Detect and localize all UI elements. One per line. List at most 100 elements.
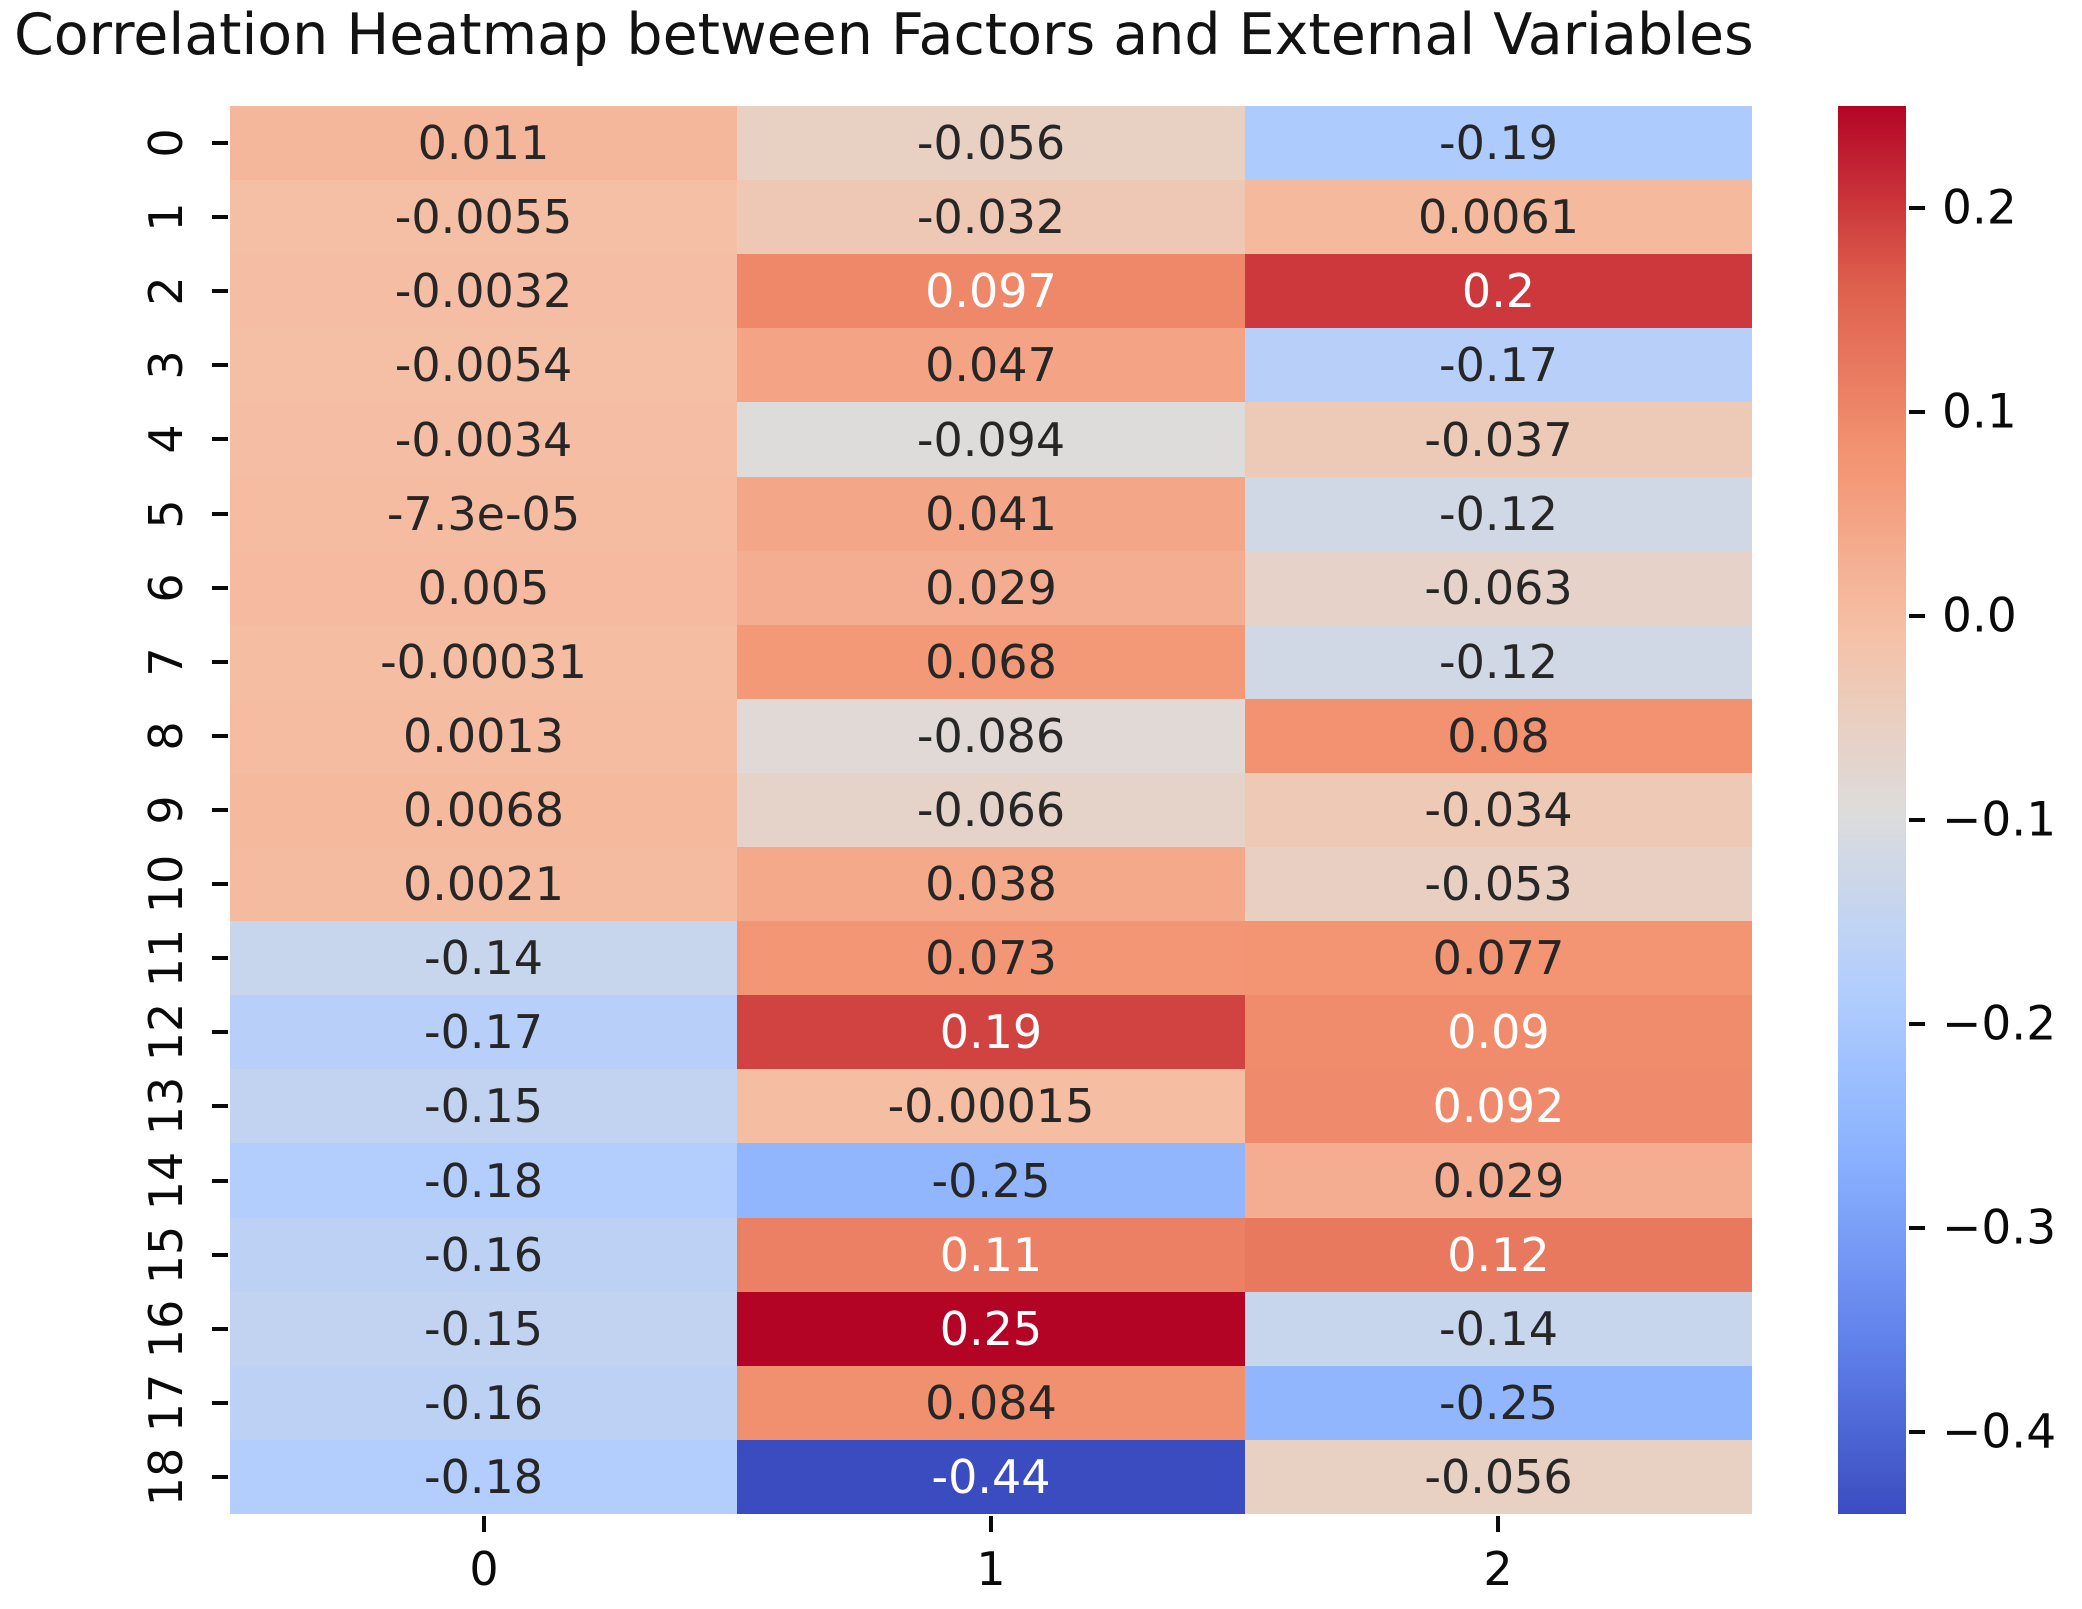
y-tick-label: 15: [139, 1225, 193, 1285]
heatmap-cell: -0.00031: [230, 625, 737, 699]
heatmap-cell: -0.037: [1245, 402, 1752, 477]
heatmap-cell: -0.063: [1245, 551, 1752, 625]
y-tick-mark: [212, 1104, 228, 1108]
x-tick-label: 1: [976, 1542, 1006, 1596]
y-tick-label: 16: [139, 1299, 193, 1359]
colorbar-tick-label: 0.0: [1942, 588, 2017, 644]
heatmap-cell: -0.17: [1245, 328, 1752, 402]
y-tick-mark: [212, 1179, 228, 1183]
heatmap-cell: 0.0013: [230, 699, 737, 773]
y-tick-mark: [212, 512, 228, 516]
y-tick-label: 3: [139, 350, 193, 380]
y-tick-label: 7: [139, 647, 193, 677]
heatmap-cell: -0.15: [230, 1069, 737, 1143]
colorbar-tick-label: −0.3: [1942, 1200, 2057, 1256]
y-tick-mark: [212, 586, 228, 590]
y-tick-label: 18: [139, 1447, 193, 1507]
heatmap-cell: -0.19: [1245, 106, 1752, 180]
heatmap-cell: -0.15: [230, 1292, 737, 1366]
y-tick-label: 1: [139, 202, 193, 232]
heatmap-cell: -0.18: [230, 1143, 737, 1218]
heatmap-cell: -0.094: [737, 402, 1245, 477]
colorbar-tick-label: 0.2: [1942, 180, 2017, 236]
heatmap-cell: 0.09: [1245, 995, 1752, 1069]
heatmap-cell: -0.18: [230, 1440, 737, 1514]
y-tick-mark: [212, 215, 228, 219]
heatmap-cell: -0.12: [1245, 477, 1752, 551]
heatmap-cell: 0.25: [737, 1292, 1245, 1366]
colorbar-tick-label: 0.1: [1942, 384, 2017, 440]
heatmap-cell: -0.056: [1245, 1440, 1752, 1514]
heatmap-cell: 0.038: [737, 847, 1245, 921]
y-tick-label: 0: [139, 128, 193, 158]
heatmap-cell: 0.047: [737, 328, 1245, 402]
colorbar-tick-mark: [1909, 614, 1925, 618]
x-tick-mark: [482, 1516, 486, 1532]
heatmap-cell: -0.14: [1245, 1292, 1752, 1366]
y-tick-label: 6: [139, 573, 193, 603]
heatmap-cell: 0.0068: [230, 773, 737, 847]
y-tick-label: 2: [139, 276, 193, 306]
y-tick-mark: [212, 1401, 228, 1405]
colorbar-tick-label: −0.2: [1942, 996, 2057, 1052]
heatmap-cell: -0.16: [230, 1218, 737, 1292]
y-tick-mark: [212, 956, 228, 960]
y-tick-mark: [212, 437, 228, 441]
y-tick-label: 17: [139, 1373, 193, 1433]
heatmap-cell: -0.0032: [230, 254, 737, 328]
heatmap-cell: -0.066: [737, 773, 1245, 847]
y-tick-label: 9: [139, 795, 193, 825]
chart-title: Correlation Heatmap between Factors and …: [14, 2, 1754, 68]
heatmap-cell: 0.029: [1245, 1143, 1752, 1218]
heatmap-cell: 0.0061: [1245, 180, 1752, 254]
y-tick-mark: [212, 882, 228, 886]
y-tick-label: 12: [139, 1002, 193, 1062]
heatmap-cell: -0.00015: [737, 1069, 1245, 1143]
heatmap-cell: -0.086: [737, 699, 1245, 773]
heatmap-cell: 0.041: [737, 477, 1245, 551]
y-tick-mark: [212, 1030, 228, 1034]
heatmap-cell: -0.44: [737, 1440, 1245, 1514]
heatmap-cell: -0.25: [737, 1143, 1245, 1218]
colorbar-tick-label: −0.1: [1942, 792, 2057, 848]
y-tick-label: 4: [139, 424, 193, 454]
heatmap-cell: 0.08: [1245, 699, 1752, 773]
heatmap-cell: 0.011: [230, 106, 737, 180]
colorbar-tick-mark: [1909, 1022, 1925, 1026]
colorbar-tick-label: −0.4: [1942, 1404, 2057, 1460]
heatmap-cell: 0.077: [1245, 921, 1752, 995]
heatmap-cell: -0.053: [1245, 847, 1752, 921]
heatmap-cell: 0.0021: [230, 847, 737, 921]
heatmap-cell: -0.034: [1245, 773, 1752, 847]
y-tick-mark: [212, 1327, 228, 1331]
y-tick-mark: [212, 1253, 228, 1257]
heatmap-cell: -0.0054: [230, 328, 737, 402]
y-tick-mark: [212, 141, 228, 145]
heatmap-grid: 0.011 -0.056 -0.19 -0.0055 -0.032 0.0061 -0.00…: [230, 106, 1752, 1514]
colorbar-tick-mark: [1909, 410, 1925, 414]
y-tick-mark: [212, 734, 228, 738]
x-tick-label: 2: [1483, 1542, 1513, 1596]
y-tick-mark: [212, 1475, 228, 1479]
heatmap-cell: 0.11: [737, 1218, 1245, 1292]
y-tick-mark: [212, 660, 228, 664]
heatmap-cell: 0.073: [737, 921, 1245, 995]
y-tick-label: 8: [139, 721, 193, 751]
heatmap-cell: -0.14: [230, 921, 737, 995]
heatmap-cell: -0.0055: [230, 180, 737, 254]
y-tick-label: 14: [139, 1151, 193, 1211]
heatmap-cell: -0.056: [737, 106, 1245, 180]
heatmap-cell: -0.16: [230, 1366, 737, 1440]
heatmap-cell: 0.097: [737, 254, 1245, 328]
y-tick-label: 10: [139, 854, 193, 914]
heatmap-cell: 0.084: [737, 1366, 1245, 1440]
heatmap-cell: 0.12: [1245, 1218, 1752, 1292]
heatmap-cell: 0.092: [1245, 1069, 1752, 1143]
heatmap-cell: -0.17: [230, 995, 737, 1069]
colorbar-gradient: [1838, 106, 1906, 1514]
y-tick-label: 13: [139, 1076, 193, 1136]
y-tick-mark: [212, 289, 228, 293]
colorbar-tick-mark: [1909, 206, 1925, 210]
colorbar-tick-mark: [1909, 818, 1925, 822]
